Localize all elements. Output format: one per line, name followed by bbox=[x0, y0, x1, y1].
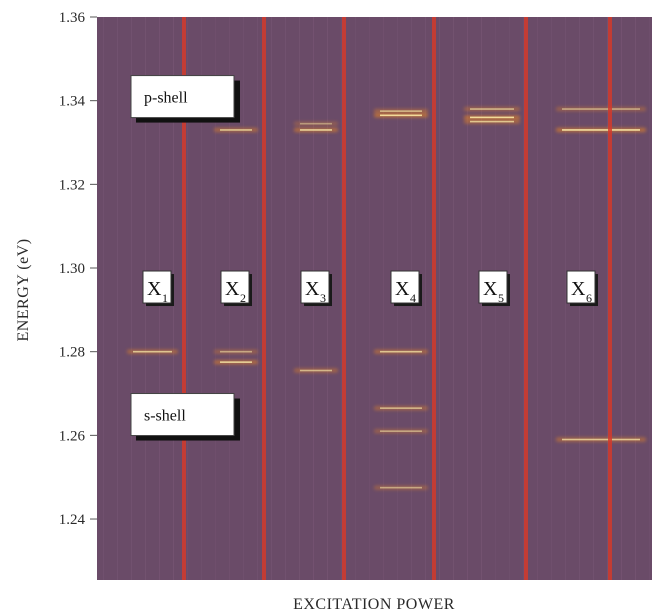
emission-line bbox=[220, 129, 252, 131]
emission-line bbox=[380, 407, 422, 409]
y-tick-label: 1.26 bbox=[59, 428, 86, 444]
texture-streak bbox=[257, 17, 258, 580]
texture-streak bbox=[467, 17, 468, 580]
texture-streak bbox=[551, 17, 552, 580]
texture-streak bbox=[439, 17, 440, 580]
region-label-subscript: 1 bbox=[162, 291, 168, 305]
emission-line bbox=[220, 350, 252, 353]
y-tick-label: 1.30 bbox=[59, 261, 85, 277]
y-axis-title: ENERGY (eV) bbox=[15, 238, 32, 341]
emission-line bbox=[562, 108, 640, 110]
texture-streak bbox=[201, 17, 202, 580]
shell-label: s-shell bbox=[130, 393, 240, 441]
y-tick-label: 1.24 bbox=[59, 512, 86, 528]
region-divider bbox=[182, 17, 186, 580]
region-label-box bbox=[390, 270, 420, 304]
x-axis-title: EXCITATION POWER bbox=[293, 596, 455, 613]
region-label-box bbox=[478, 270, 508, 304]
emission-line bbox=[470, 116, 514, 119]
emission-line bbox=[220, 361, 252, 363]
texture-streak bbox=[523, 17, 524, 580]
texture-streak bbox=[565, 17, 566, 580]
emission-line bbox=[300, 129, 332, 131]
region-label-text: X bbox=[305, 278, 320, 300]
region-dividers bbox=[182, 17, 612, 580]
emission-line bbox=[380, 114, 422, 117]
texture-streak bbox=[117, 17, 118, 580]
emission-line bbox=[300, 122, 332, 125]
region-divider bbox=[608, 17, 612, 580]
texture-streak bbox=[131, 17, 132, 580]
region-label-subscript: 5 bbox=[498, 291, 504, 305]
emission-line bbox=[380, 430, 422, 432]
emission-line bbox=[562, 438, 640, 441]
texture-streak bbox=[285, 17, 286, 580]
region-label-box bbox=[300, 270, 330, 304]
texture-streak bbox=[537, 17, 538, 580]
shell-label-text: s-shell bbox=[144, 408, 186, 425]
emission-line-glow bbox=[294, 121, 338, 126]
shell-label-box bbox=[130, 75, 235, 119]
texture-streak bbox=[271, 17, 272, 580]
y-tick-label: 1.28 bbox=[59, 345, 85, 361]
shell-label-text: p-shell bbox=[144, 90, 188, 107]
shell-labels: p-shell s-shell bbox=[130, 75, 240, 441]
region-label-text: X bbox=[483, 278, 498, 300]
texture-streak bbox=[635, 17, 636, 580]
texture-streak bbox=[355, 17, 356, 580]
emission-line bbox=[470, 120, 514, 123]
texture-streak bbox=[187, 17, 188, 580]
emission-line bbox=[300, 369, 332, 372]
region-label-text: X bbox=[225, 278, 240, 300]
region-label-box bbox=[220, 270, 250, 304]
emission-line bbox=[380, 110, 422, 112]
y-axis: 1.36 1.34 1.32 1.30 1.28 1.26 1.24 bbox=[59, 10, 97, 528]
region-label-subscript: 4 bbox=[410, 291, 416, 305]
region-label-text: X bbox=[395, 278, 410, 300]
region-label-box bbox=[566, 270, 596, 304]
region-divider bbox=[342, 17, 346, 580]
region-divider bbox=[524, 17, 528, 580]
shell-label: p-shell bbox=[130, 75, 240, 123]
emission-line bbox=[380, 350, 422, 353]
region-label-box bbox=[142, 270, 172, 304]
texture-streak bbox=[369, 17, 370, 580]
texture-streak bbox=[621, 17, 622, 580]
region-label-subscript: 3 bbox=[320, 291, 326, 305]
region-label-text: X bbox=[147, 278, 162, 300]
texture-streak bbox=[341, 17, 342, 580]
emission-line bbox=[380, 486, 422, 489]
texture-streak bbox=[649, 17, 650, 580]
emission-line bbox=[470, 108, 514, 110]
region-divider bbox=[262, 17, 266, 580]
shell-label-box bbox=[130, 393, 235, 437]
texture-streak bbox=[453, 17, 454, 580]
texture-streak bbox=[103, 17, 104, 580]
region-label-subscript: 6 bbox=[586, 291, 592, 305]
texture-streak bbox=[425, 17, 426, 580]
region-divider bbox=[432, 17, 436, 580]
y-tick-label: 1.34 bbox=[59, 94, 86, 110]
texture-streak bbox=[607, 17, 608, 580]
texture-streak bbox=[299, 17, 300, 580]
region-label-subscript: 2 bbox=[240, 291, 246, 305]
texture-streak bbox=[215, 17, 216, 580]
texture-streak bbox=[383, 17, 384, 580]
y-tick-label: 1.32 bbox=[59, 177, 85, 193]
emission-lines bbox=[127, 106, 646, 490]
emission-line bbox=[562, 129, 640, 131]
y-tick-label: 1.36 bbox=[59, 10, 86, 26]
emission-line bbox=[133, 350, 172, 353]
region-label-text: X bbox=[571, 278, 586, 300]
